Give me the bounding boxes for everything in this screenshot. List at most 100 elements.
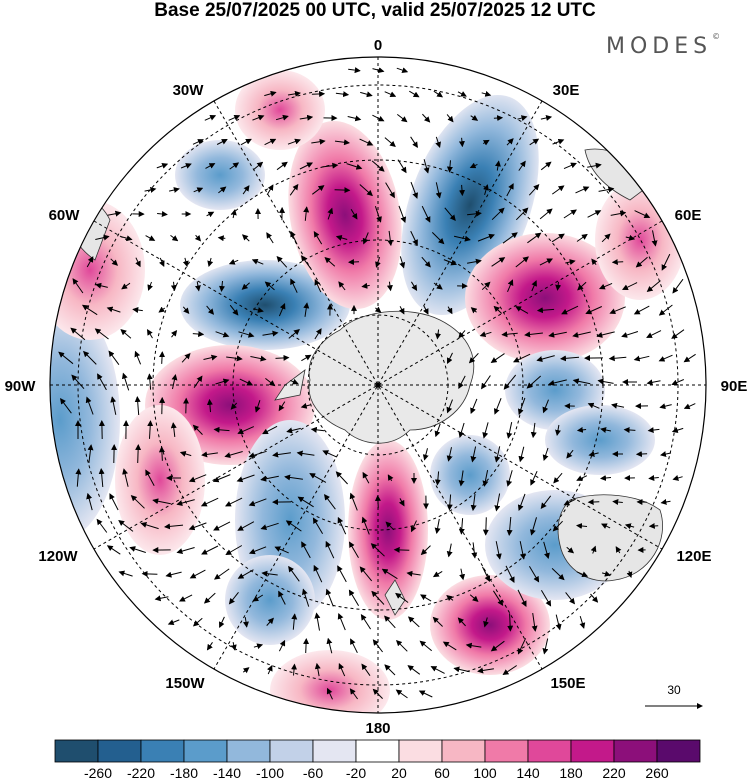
- wind-arrow: [410, 520, 417, 533]
- wind-arrow: [70, 327, 86, 341]
- wind-arrow: [348, 67, 361, 74]
- wind-arrow: [576, 426, 587, 433]
- colorbar-swatch: [355, 739, 400, 763]
- wind-arrow: [121, 372, 130, 391]
- wind-arrow: [188, 522, 207, 531]
- wind-arrow: [490, 353, 505, 363]
- wind-arrow: [540, 115, 553, 121]
- wind-arrow: [322, 450, 338, 458]
- wind-arrow: [512, 353, 531, 363]
- wind-arrow: [576, 475, 588, 481]
- wind-arrow: [299, 114, 314, 121]
- wind-arrow: [396, 114, 408, 123]
- wind-arrow: [421, 205, 431, 223]
- wind-arrow: [147, 281, 154, 291]
- wind-arrow: [110, 258, 119, 266]
- wind-arrow: [314, 612, 321, 631]
- wind-arrow: [200, 497, 219, 507]
- wind-arrow: [443, 259, 458, 266]
- wind-arrow: [410, 281, 418, 292]
- wind-arrow: [560, 355, 580, 362]
- wind-arrow: [458, 518, 465, 535]
- lon-label-30w: 30W: [173, 82, 205, 99]
- wind-arrow: [262, 330, 279, 337]
- lon-label-90w: 90W: [5, 378, 37, 395]
- wind-arrow: [229, 304, 239, 316]
- wind-arrow: [338, 281, 346, 291]
- wind-arrow: [108, 350, 120, 365]
- wind-arrow: [647, 427, 660, 434]
- lon-label-0: 0: [374, 37, 382, 54]
- colorbar-swatch: [398, 739, 443, 763]
- wind-arrow: [384, 137, 396, 148]
- wind-arrow: [407, 616, 420, 628]
- wind-arrow: [326, 637, 333, 654]
- wind-arrow: [201, 545, 219, 555]
- wind-arrow: [491, 207, 505, 221]
- lon-label-150e: 150E: [550, 675, 585, 692]
- wind-arrow: [590, 593, 599, 603]
- wind-arrow: [422, 113, 431, 123]
- wind-arrow: [238, 331, 255, 338]
- colorbar-tick: -100: [256, 765, 284, 781]
- wind-arrow: [361, 663, 371, 676]
- wind-arrow: [219, 280, 225, 292]
- wind-arrow: [597, 378, 614, 385]
- wind-arrow: [591, 258, 598, 266]
- wind-arrow: [601, 570, 611, 577]
- wind-arrow: [182, 257, 189, 268]
- wind-arrow: [215, 378, 230, 385]
- wind-arrow: [387, 474, 394, 482]
- wind-arrow: [86, 256, 94, 268]
- wind-arrow: [492, 590, 504, 607]
- lon-label-30e: 30E: [553, 82, 580, 99]
- wind-arrow: [540, 161, 552, 171]
- wind-arrow: [566, 546, 575, 554]
- colorbar-tick: -220: [127, 765, 155, 781]
- wind-arrow: [612, 499, 623, 506]
- wind-arrow: [446, 543, 453, 558]
- wind-arrow: [314, 278, 322, 293]
- lon-label-60w: 60W: [49, 207, 81, 224]
- wind-arrow: [179, 451, 192, 457]
- wind-arrow: [435, 136, 441, 149]
- wind-arrow: [624, 523, 635, 530]
- wind-arrow: [349, 688, 359, 700]
- colorbar-tick: 180: [559, 765, 583, 781]
- wind-arrow: [325, 588, 334, 607]
- wind-arrow: [453, 235, 471, 242]
- wind-arrow: [635, 256, 648, 268]
- wind-arrow: [470, 307, 478, 314]
- wind-arrow: [419, 640, 433, 652]
- wind-arrow: [585, 306, 603, 315]
- wind-arrow: [106, 306, 121, 313]
- wind-arrow: [59, 397, 72, 414]
- wind-arrow: [491, 257, 506, 267]
- wind-arrow: [313, 564, 323, 583]
- wind-arrow: [387, 230, 394, 247]
- wind-arrow: [561, 305, 579, 315]
- lon-label-120e: 120E: [676, 548, 711, 565]
- wind-arrow: [241, 282, 250, 290]
- wind-arrow: [633, 355, 650, 362]
- colorbar-tick: -260: [84, 765, 112, 781]
- wind-arrow: [360, 91, 373, 98]
- colorbar-tick: 60: [434, 765, 450, 781]
- wind-arrow: [361, 282, 370, 289]
- wind-arrow: [170, 234, 179, 242]
- wind-arrow: [495, 541, 502, 560]
- wind-arrow: [189, 569, 206, 579]
- wind-arrow: [434, 423, 441, 438]
- wind-arrow: [430, 666, 445, 674]
- wind-arrow: [469, 162, 478, 169]
- wind-arrow: [165, 571, 182, 578]
- field-pos-indian: [465, 233, 625, 363]
- field-neg-south-east: [545, 405, 655, 475]
- wind-arrow: [95, 282, 108, 289]
- wind-arrow: [565, 259, 576, 265]
- wind-arrow: [311, 185, 325, 195]
- wind-arrow: [517, 397, 526, 416]
- wind-arrow: [81, 304, 98, 316]
- wind-arrow: [506, 183, 514, 197]
- wind-arrow: [467, 258, 482, 265]
